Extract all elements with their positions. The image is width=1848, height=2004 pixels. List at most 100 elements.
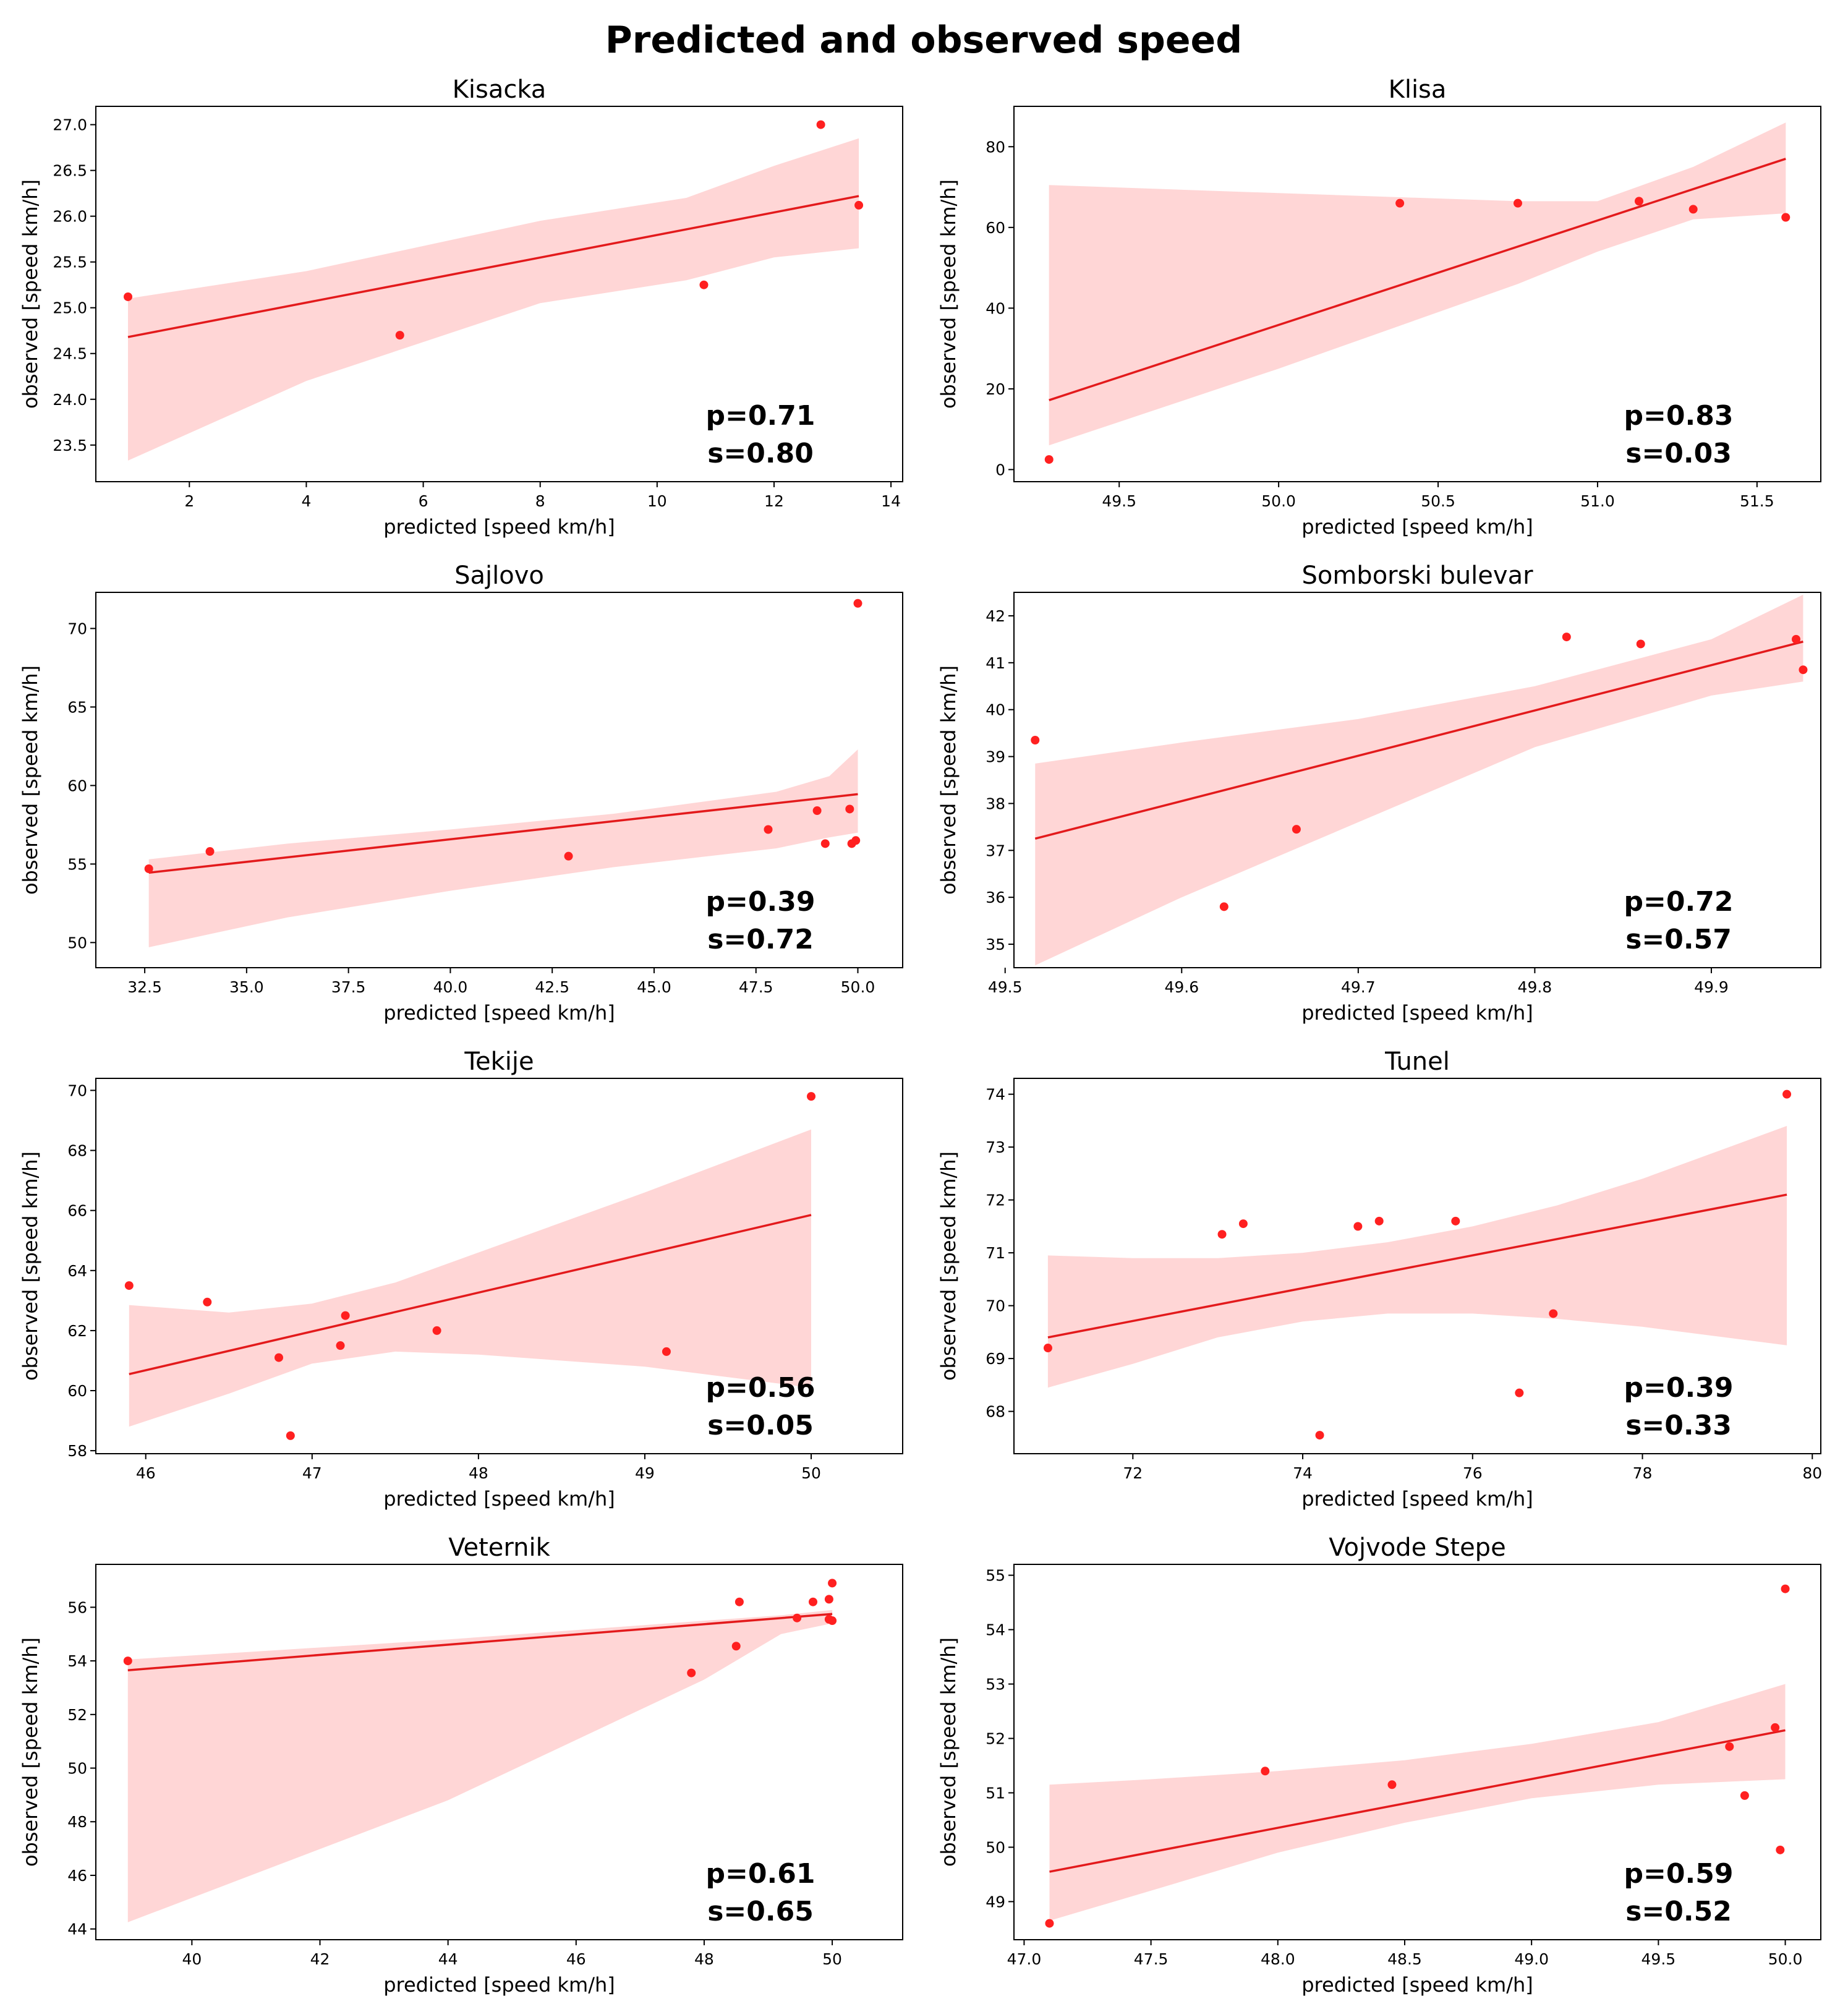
y-tick-label: 60 [986, 219, 1005, 237]
axes-frame [1013, 106, 1821, 482]
y-tick-label: 38 [986, 795, 1005, 812]
stat-p-label: p=0.61 [706, 1858, 815, 1890]
data-point [735, 1597, 744, 1606]
y-tick-label: 50 [986, 1838, 1005, 1856]
data-point [205, 847, 215, 856]
y-tick-label: 70 [67, 620, 87, 637]
data-point [1562, 633, 1571, 642]
data-point [699, 280, 709, 289]
x-tick-label: 8 [535, 492, 545, 510]
confidence-band [129, 1129, 811, 1427]
y-tick-label: 60 [67, 777, 87, 795]
x-tick-label: 4 [301, 492, 311, 510]
panel-title: Somborski bulevar [1301, 561, 1533, 590]
y-tick-label: 48 [67, 1813, 87, 1831]
x-tick-label: 6 [419, 492, 428, 510]
x-tick-label: 49.5 [988, 978, 1023, 996]
y-tick-label: 74 [986, 1086, 1005, 1104]
x-tick-label: 35.0 [229, 978, 264, 996]
x-axis-label: predicted [speed km/h] [1301, 1973, 1533, 1997]
y-tick-label: 23.5 [53, 437, 87, 454]
y-tick-label: 52 [67, 1706, 87, 1724]
data-point [1043, 1344, 1052, 1353]
x-tick-label: 49.8 [1518, 978, 1552, 996]
y-axis-label: observed [speed km/h] [937, 665, 960, 895]
panel-title: Tekije [464, 1047, 534, 1076]
y-tick-label: 70 [986, 1297, 1005, 1315]
x-tick-label: 48.0 [1261, 1950, 1295, 1968]
data-point [1217, 1230, 1227, 1239]
x-tick-label: 47.5 [1134, 1950, 1169, 1968]
regression-line [127, 1613, 833, 1672]
y-tick-label: 72 [986, 1192, 1005, 1209]
x-axis-label: predicted [speed km/h] [383, 515, 615, 539]
data-point [1549, 1309, 1558, 1318]
data-point [1515, 1388, 1524, 1397]
data-point [203, 1297, 212, 1307]
x-tick-label: 49 [635, 1464, 655, 1482]
data-point [816, 120, 825, 129]
y-axis-label: observed [speed km/h] [19, 1637, 42, 1867]
x-tick-label: 42.5 [535, 978, 569, 996]
data-point [828, 1579, 837, 1588]
x-tick-label: 78 [1633, 1464, 1653, 1482]
y-tick-label: 50 [67, 934, 87, 952]
data-point [851, 836, 861, 845]
y-tick-label: 0 [995, 461, 1005, 479]
data-point [124, 1281, 134, 1290]
x-axis-label: predicted [speed km/h] [1301, 515, 1533, 539]
stat-s-label: s=0.33 [1625, 1410, 1732, 1441]
data-point [395, 331, 404, 340]
y-tick-label: 36 [986, 889, 1005, 906]
y-tick-label: 68 [67, 1142, 87, 1160]
data-point [1261, 1767, 1270, 1776]
y-tick-label: 58 [67, 1442, 87, 1460]
data-point [1688, 205, 1698, 214]
x-tick-label: 51.0 [1580, 492, 1615, 510]
x-tick-label: 44 [438, 1950, 458, 1968]
y-tick-label: 54 [986, 1621, 1005, 1639]
data-point [1031, 736, 1040, 745]
panel-5: 72 74 76 78 80 68 69 70 71 72 73 74 Tunel predicted [… [937, 1047, 1822, 1511]
data-point [1374, 1216, 1384, 1226]
data-point [1634, 197, 1643, 206]
data-point [812, 806, 822, 816]
y-tick-label: 37 [986, 842, 1005, 859]
x-tick-label: 49.5 [1102, 492, 1136, 510]
y-tick-label: 55 [986, 1567, 1005, 1585]
stat-s-label: s=0.80 [707, 438, 814, 469]
data-point [1513, 198, 1522, 208]
data-point [809, 1597, 817, 1606]
y-tick-label: 26.5 [53, 162, 87, 180]
confidence-band [1035, 594, 1803, 966]
x-tick-label: 42 [310, 1950, 330, 1968]
y-tick-label: 24.5 [53, 345, 87, 363]
axes-frame [1013, 1564, 1821, 1940]
y-axis-label: observed [speed km/h] [19, 1151, 42, 1381]
x-tick-label: 76 [1463, 1464, 1483, 1482]
stat-s-label: s=0.52 [1625, 1896, 1732, 1927]
panel-title: Kisacka [453, 75, 547, 104]
x-tick-label: 50.0 [1768, 1950, 1803, 1968]
data-point [807, 1092, 816, 1101]
data-point [1044, 455, 1054, 464]
y-tick-label: 60 [67, 1382, 87, 1400]
y-axis-label: observed [speed km/h] [19, 179, 42, 409]
data-point [820, 839, 830, 848]
y-tick-label: 71 [986, 1244, 1005, 1262]
figure-title: Predicted and observed speed [605, 19, 1242, 62]
y-tick-label: 27.0 [53, 116, 87, 134]
x-tick-label: 47.0 [1007, 1950, 1042, 1968]
y-tick-label: 69 [986, 1350, 1005, 1368]
panel-2: 32.5 35.0 37.5 40.0 42.5 45.0 47.5 50.0 50 55 60 65… [19, 561, 903, 1025]
data-point [1451, 1216, 1460, 1226]
y-axis-label: observed [speed km/h] [937, 1637, 960, 1867]
panels: 2 4 6 8 10 12 1423.524.024.525.025.526.026.527… [19, 75, 1822, 1997]
data-point [1292, 825, 1301, 834]
y-tick-label: 20 [986, 380, 1005, 398]
data-point [1387, 1780, 1397, 1789]
stat-p-label: p=0.71 [706, 400, 815, 432]
y-tick-label: 44 [67, 1921, 87, 1938]
data-point [1799, 665, 1808, 675]
y-tick-label: 49 [986, 1893, 1005, 1911]
